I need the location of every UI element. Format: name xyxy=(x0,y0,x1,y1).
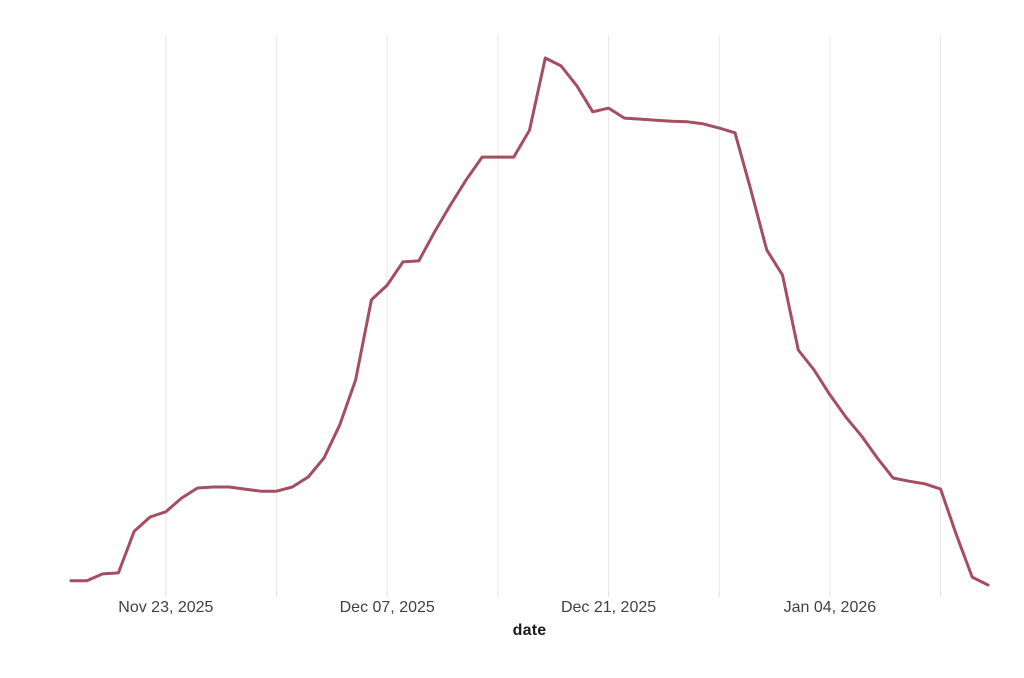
x-axis-title: date xyxy=(512,622,547,639)
data-line-value xyxy=(69,56,990,587)
x-axis-tick-label: Jan 04, 2026 xyxy=(784,599,877,616)
x-axis-tick-label: Dec 21, 2025 xyxy=(561,599,656,616)
x-axis-tick-label: Dec 07, 2025 xyxy=(340,599,435,616)
x-axis-tick-label: Nov 23, 2025 xyxy=(118,599,213,616)
